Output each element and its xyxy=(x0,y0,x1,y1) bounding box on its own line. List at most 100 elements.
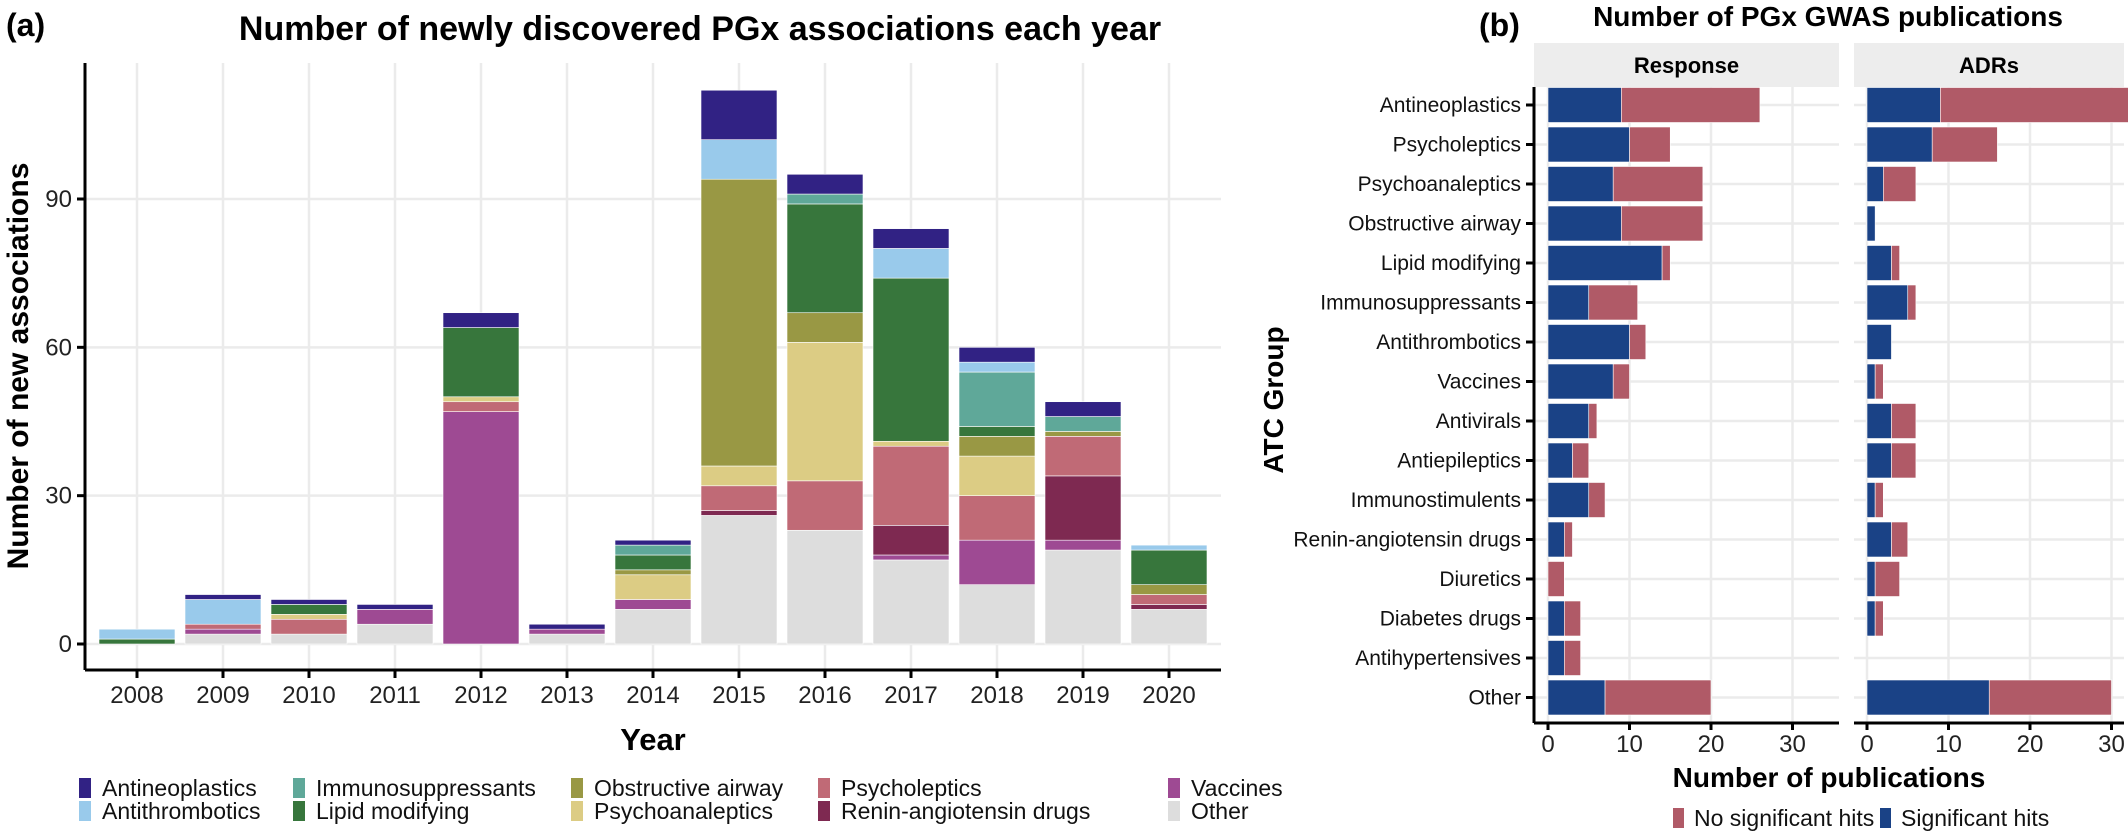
legend-swatch xyxy=(1168,778,1180,798)
bar-segment-2019-obstructive-airway xyxy=(1044,431,1122,437)
x-tick-label: 2014 xyxy=(626,682,679,709)
bar-response-obstructive-airway-no-significant-hits xyxy=(1621,205,1704,242)
bar-segment-2017-psycholeptics xyxy=(872,445,950,526)
legend-item-lipid-modifying: Lipid modifying xyxy=(293,798,469,824)
bar-response-lipid-modifying-significant-hits xyxy=(1547,245,1663,281)
bar-segment-2013-antineoplastics xyxy=(528,623,606,630)
panel-label-a: (a) xyxy=(6,7,45,43)
y-tick-label: 90 xyxy=(45,186,72,213)
bar-response-antihypertensives-significant-hits xyxy=(1547,640,1565,676)
bar-segment-2014-antineoplastics xyxy=(614,539,692,546)
bar-segment-2016-antineoplastics xyxy=(786,173,864,195)
bar-adrs-immunosuppressants-no-significant-hits xyxy=(1907,284,1917,321)
legend-label: Immunosuppressants xyxy=(316,775,536,801)
bar-segment-2018-other xyxy=(958,584,1036,645)
x-tick-label: 30 xyxy=(2098,731,2125,758)
facet-strip xyxy=(1534,43,1839,87)
bar-segment-2014-obstructive-airway xyxy=(614,569,692,576)
bar-response-antivirals-significant-hits xyxy=(1547,403,1590,439)
category-label: Obstructive airway xyxy=(1348,213,1521,236)
bar-adrs-diuretics-significant-hits xyxy=(1866,561,1876,597)
bar-segment-2010-psychoanaleptics xyxy=(270,614,348,620)
bar-adrs-renin-angiotensin-drugs-no-significant-hits xyxy=(1891,521,1909,558)
bar-segment-2019-vaccines xyxy=(1044,539,1122,551)
legend-label: Psycholeptics xyxy=(841,775,982,801)
x-tick-label: 0 xyxy=(1860,731,1873,758)
x-tick-label: 2019 xyxy=(1056,682,1109,709)
bar-segment-2018-antithrombotics xyxy=(958,361,1036,373)
category-label: Antineoplastics xyxy=(1380,94,1521,117)
legend-label: No significant hits xyxy=(1694,805,1874,831)
bar-segment-2018-psychoanaleptics xyxy=(958,455,1036,496)
category-label: Diuretics xyxy=(1439,568,1521,591)
bar-segment-2015-antineoplastics xyxy=(700,89,778,140)
bar-segment-2009-psycholeptics xyxy=(184,623,262,630)
bar-adrs-psycholeptics-no-significant-hits xyxy=(1931,126,1998,163)
bar-response-antivirals-no-significant-hits xyxy=(1588,403,1598,439)
legend-swatch xyxy=(818,778,830,798)
bar-adrs-immunosuppressants-significant-hits xyxy=(1866,284,1909,321)
bar-segment-2019-other xyxy=(1044,549,1122,645)
legend-item-antineoplastics: Antineoplastics xyxy=(79,775,257,801)
legend-swatch xyxy=(571,778,583,798)
x-tick-label: 2010 xyxy=(282,682,335,709)
bar-segment-2020-renin-angiotensin-drugs xyxy=(1130,604,1208,610)
bar-segment-2012-lipid-modifying xyxy=(442,327,520,398)
bar-response-other-significant-hits xyxy=(1547,679,1606,716)
legend-item-renin-angiotensin-drugs: Renin-angiotensin drugs xyxy=(818,798,1090,824)
bar-response-antineoplastics-significant-hits xyxy=(1547,87,1622,123)
legend-swatch xyxy=(1880,808,1891,828)
bar-adrs-lipid-modifying-no-significant-hits xyxy=(1891,245,1900,281)
x-tick-label: 10 xyxy=(1616,731,1643,758)
legend-swatch xyxy=(79,778,91,798)
bar-segment-2011-other xyxy=(356,623,434,645)
bar-adrs-antivirals-significant-hits xyxy=(1866,403,1892,439)
bar-adrs-antiepileptics-no-significant-hits xyxy=(1891,442,1917,479)
bar-segment-2016-psychoanaleptics xyxy=(786,342,864,482)
legend-label: Lipid modifying xyxy=(316,798,469,824)
bar-segment-2016-obstructive-airway xyxy=(786,312,864,343)
category-label: Immunosuppressants xyxy=(1320,292,1521,315)
legend-item-other: Other xyxy=(1168,798,1249,824)
chart-title-b: Number of PGx GWAS publications xyxy=(1593,1,2063,32)
facet-panel-response: Response 0 10 20 30 xyxy=(1534,43,1839,758)
bar-adrs-vaccines-no-significant-hits xyxy=(1874,363,1884,400)
bar-response-other-no-significant-hits xyxy=(1604,679,1712,716)
bar-segment-2010-psycholeptics xyxy=(270,618,348,635)
bar-adrs-other-no-significant-hits xyxy=(1988,679,2112,716)
legend-label: Antineoplastics xyxy=(102,775,257,801)
legend-item-no-significant-hits: No significant hits xyxy=(1673,805,1874,831)
bar-segment-2019-renin-angiotensin-drugs xyxy=(1044,475,1122,541)
x-tick-label: 10 xyxy=(1935,731,1962,758)
bar-segment-2013-vaccines xyxy=(528,628,606,635)
facet-strip-label: ADRs xyxy=(1959,53,2019,78)
bar-response-lipid-modifying-no-significant-hits xyxy=(1661,245,1671,281)
legend-label: Renin-angiotensin drugs xyxy=(841,798,1090,824)
legend-item-immunosuppressants: Immunosuppressants xyxy=(293,775,536,801)
x-axis-label-a: Year xyxy=(620,722,686,757)
category-label: Other xyxy=(1468,687,1521,710)
category-label: Antivirals xyxy=(1436,410,1521,433)
legend-item-antithrombotics: Antithrombotics xyxy=(79,798,261,824)
bar-adrs-immunostimulents-significant-hits xyxy=(1866,482,1876,518)
x-tick-label: 2009 xyxy=(196,682,249,709)
bar-adrs-other-significant-hits xyxy=(1866,679,1990,716)
y-axis-label-a: Number of new associations xyxy=(2,163,35,570)
bar-segment-2017-antithrombotics xyxy=(872,248,950,279)
bar-segment-2009-antineoplastics xyxy=(184,594,262,600)
bar-segment-2016-psycholeptics xyxy=(786,480,864,531)
bar-adrs-diuretics-no-significant-hits xyxy=(1874,561,1900,597)
bar-segment-2010-other xyxy=(270,633,348,645)
category-label: Antihypertensives xyxy=(1355,647,1521,670)
bar-response-renin-angiotensin-drugs-no-significant-hits xyxy=(1564,521,1573,558)
x-tick-label: 2018 xyxy=(970,682,1023,709)
bar-segment-2015-other xyxy=(700,515,778,645)
bar-segment-2018-immunosuppressants xyxy=(958,371,1036,427)
bar-response-renin-angiotensin-drugs-significant-hits xyxy=(1547,521,1565,558)
x-tick-label: 2013 xyxy=(540,682,593,709)
x-tick-label: 2008 xyxy=(110,682,163,709)
bar-segment-2016-lipid-modifying xyxy=(786,203,864,314)
bar-segment-2016-immunosuppressants xyxy=(786,193,864,205)
bar-response-vaccines-no-significant-hits xyxy=(1612,363,1630,400)
